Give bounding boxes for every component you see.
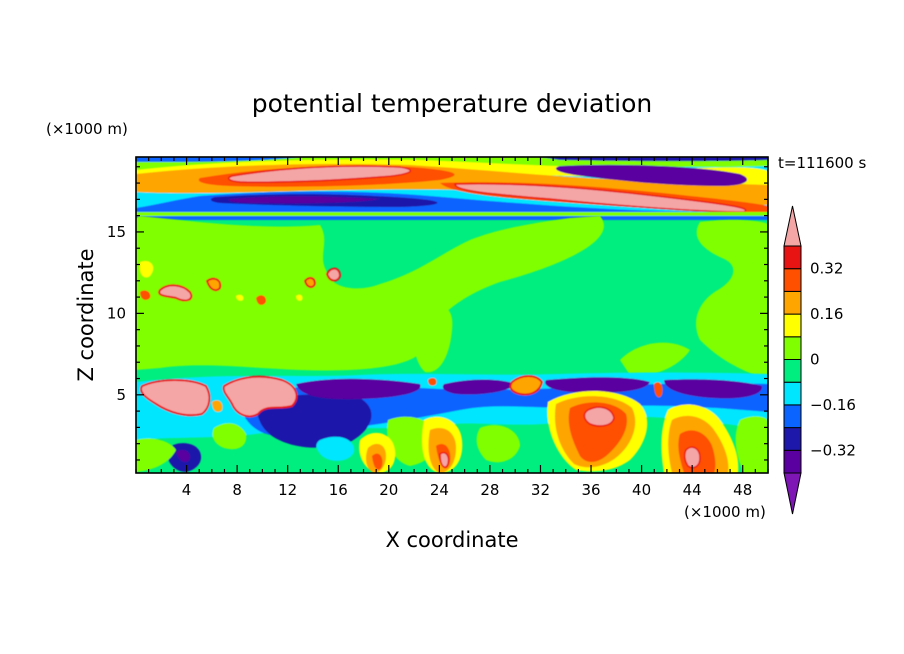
x-unit-label: (×1000 m) — [684, 503, 766, 521]
surface-cyan-patch — [316, 436, 355, 461]
mid-green-region-3 — [413, 305, 453, 373]
colorbar-segment — [783, 268, 802, 292]
lower-positive-blob-1 — [140, 379, 211, 417]
surface-green-2 — [212, 423, 247, 450]
x-tick-label: 8 — [232, 481, 242, 499]
mid-green-region-4 — [620, 342, 690, 378]
mid-blob-5 — [256, 295, 267, 306]
mid-layer-contours — [136, 216, 768, 380]
x-tick-label: 44 — [683, 481, 702, 499]
surface-warm-4-pink — [683, 446, 701, 469]
x-tick-label: 12 — [278, 481, 297, 499]
y-axis-ticks: 5 10 15 — [107, 166, 768, 461]
surface-warm-1c — [372, 453, 383, 470]
chart-title: potential temperature deviation — [252, 89, 652, 118]
surface-green-4 — [476, 425, 520, 463]
lower-layer-contours — [136, 372, 768, 473]
surface-green-1 — [136, 438, 176, 472]
mid-green-region-2 — [696, 219, 768, 380]
colorbar-label: −0.16 — [810, 396, 856, 414]
colorbar-label: −0.32 — [810, 441, 856, 459]
colorbar-segment — [783, 245, 802, 270]
upper-layer-contours — [136, 157, 768, 220]
colorbar-segment — [783, 290, 802, 315]
colorbar-extend-high — [783, 205, 802, 247]
x-axis-ticks: 4 8 12 16 20 24 28 32 36 40 44 48 — [135, 157, 769, 499]
upper-band-purple-right — [555, 164, 748, 186]
mid-blob-6 — [140, 290, 151, 300]
colorbar-segment — [783, 381, 802, 406]
x-tick-label: 40 — [632, 481, 651, 499]
surface-green-right — [735, 416, 768, 473]
x-tick-label: 32 — [531, 481, 550, 499]
x-tick-label: 48 — [733, 481, 752, 499]
colorbar-label: 0.32 — [810, 260, 843, 278]
colorbar-segment — [783, 404, 802, 429]
lower-negative-band-purple-4 — [664, 379, 763, 399]
plot-area — [136, 157, 768, 473]
colorbar-segment — [783, 449, 802, 474]
mid-yellow-streak — [139, 260, 154, 278]
colorbar-label: 0.16 — [810, 305, 843, 323]
lower-positive-blob-2 — [222, 375, 298, 418]
upper-blob-pink-1 — [227, 165, 412, 184]
colorbar-segment — [783, 313, 802, 338]
x-tick-label: 28 — [480, 481, 499, 499]
x-tick-label: 36 — [581, 481, 600, 499]
x-axis-label: X coordinate — [385, 528, 518, 552]
mid-green-region-1 — [136, 216, 604, 371]
y-unit-label: (×1000 m) — [46, 120, 128, 138]
surface-purple-left — [176, 450, 190, 462]
y-tick-label: 5 — [116, 386, 126, 404]
y-tick-label: 15 — [107, 223, 126, 241]
x-tick-label: 4 — [182, 481, 192, 499]
surface-warm-3-pink — [583, 406, 615, 427]
x-tick-label: 16 — [329, 481, 348, 499]
lower-positive-blob-6 — [654, 382, 663, 398]
upper-band-purple-left — [228, 196, 380, 204]
time-label: t=111600 s — [778, 154, 866, 172]
mid-blob-1 — [158, 284, 193, 302]
y-tick-label: 10 — [107, 304, 126, 322]
mid-speck-2 — [296, 294, 303, 301]
colorbar-segment — [783, 359, 802, 383]
surface-warm-2d — [439, 452, 450, 468]
colorbar-segment — [783, 336, 802, 360]
lower-positive-blob-3 — [509, 375, 544, 396]
mid-blob-2 — [205, 277, 222, 292]
lower-positive-blob-4 — [428, 377, 437, 386]
mid-speck-1 — [236, 294, 244, 301]
lower-negative-band-purple-3 — [545, 377, 650, 393]
mid-blob-3 — [325, 267, 342, 282]
colorbar-extend-low — [783, 472, 802, 515]
colorbar: 0.32 0.16 0 −0.16 −0.32 — [783, 205, 856, 515]
x-tick-label: 24 — [430, 481, 449, 499]
lower-negative-band-purple-2 — [442, 379, 515, 395]
upper-band-blue-top — [136, 157, 300, 162]
lower-negative-band-purple-1 — [296, 378, 421, 400]
colorbar-label: 0 — [810, 351, 820, 369]
lower-positive-blob-5 — [212, 400, 223, 412]
x-tick-label: 20 — [379, 481, 398, 499]
mid-blob-4 — [303, 276, 317, 289]
upper-band-green-bottom — [136, 212, 768, 216]
y-axis-label: Z coordinate — [74, 248, 98, 381]
colorbar-segment — [783, 427, 802, 451]
